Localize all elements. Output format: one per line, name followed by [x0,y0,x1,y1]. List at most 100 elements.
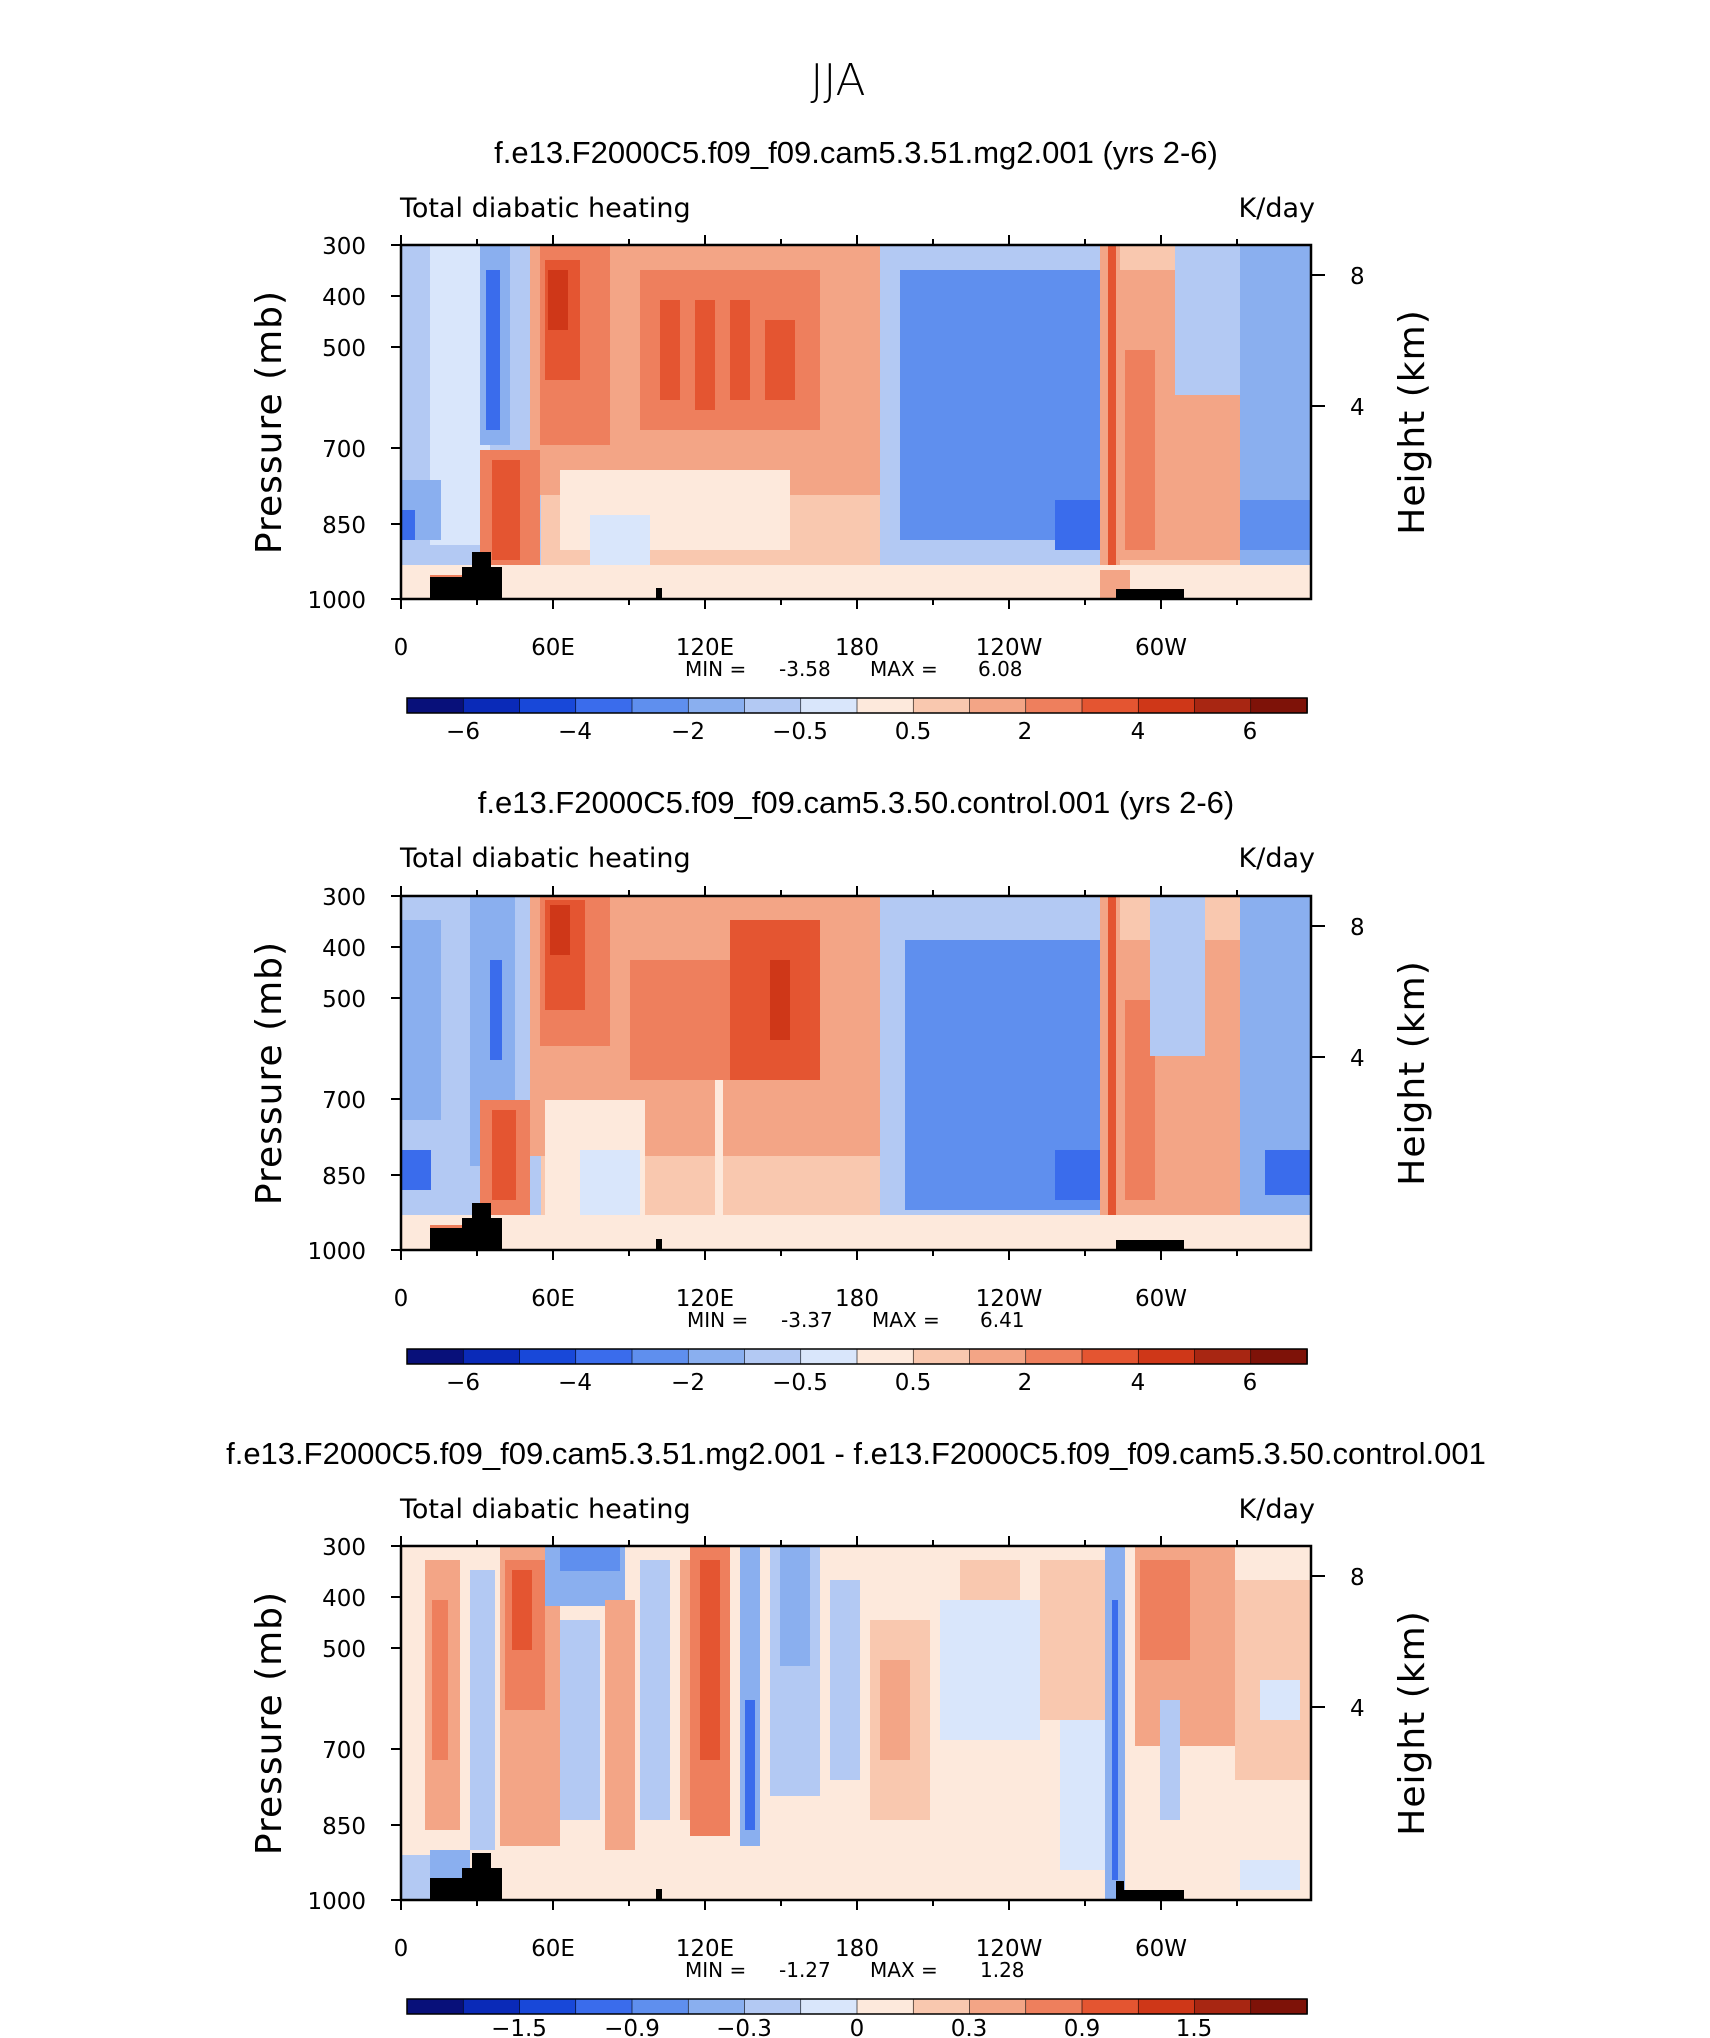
panel-1-cb-label-5: 2 [1018,719,1033,745]
panel-2-min-value: -3.37 [781,1308,833,1332]
panel-2-y2tick-0: 8 [1350,915,1365,941]
panel-1-colorbar-cell [1081,697,1140,714]
panel-3-xtick-0: 0 [394,1936,409,1962]
panel-2-y2tick-1: 4 [1350,1046,1365,1072]
panel-2-ytick-1: 400 [322,936,366,962]
panel-3-title: f.e13.F2000C5.f09_f09.cam5.3.51.mg2.001 … [226,1436,1486,1471]
panel-1-colorbar-cell [406,697,465,714]
panel-2-title: f.e13.F2000C5.f09_f09.cam5.3.50.control.… [478,785,1235,820]
panel-1-right-label: K/day [1239,193,1315,224]
panel-1-ytick-0: 300 [322,234,366,260]
panel-1: f.e13.F2000C5.f09_f09.cam5.3.51.mg2.001 … [249,135,1433,745]
panel-1-y-tick-labels: 300 400 500 700 850 1000 8 4 [307,234,1364,614]
panel-2-xtick-2: 120E [676,1286,734,1312]
panel-3-colorbar-cell [1250,1998,1308,2015]
panel-2-colorbar-cell [406,1348,465,1365]
panel-2-cb-label-4: 0.5 [895,1370,932,1396]
panel-1-field [401,245,1311,599]
panel-3-y2tick-0: 8 [1350,1565,1365,1591]
panel-2: f.e13.F2000C5.f09_f09.cam5.3.50.control.… [249,785,1433,1396]
panel-1-cb-label-4: 0.5 [895,719,932,745]
panel-1-ytick-2: 500 [322,336,366,362]
panel-2-cb-label-3: −0.5 [772,1370,828,1396]
panel-3-ytick-1: 400 [322,1586,366,1612]
panel-1-cb-label-0: −6 [446,719,480,745]
panel-1-ytick-4: 850 [322,513,366,539]
panel-3-cb-label-3: 0 [850,2016,865,2038]
panel-1-colorbar-cell [800,697,858,714]
panel-2-x-ticks [391,886,1325,1260]
panel-3-colorbar: −1.5 −0.9 −0.3 0 0.3 0.9 1.5 [406,1998,1308,2038]
panel-3-min-label: MIN = [685,1958,746,1982]
panel-1-colorbar-cell [1137,697,1196,714]
super-title: JJA [810,55,865,106]
panel-2-field [401,896,1311,1250]
panel-1-colorbar-cell [1194,697,1252,714]
panel-3-ylabel: Pressure (mb) [249,1591,290,1855]
panel-2-cb-label-2: −2 [671,1370,705,1396]
panel-2-ytick-2: 500 [322,987,366,1013]
panel-3-colorbar-cell [912,1998,971,2015]
panel-1-colorbar-cell [631,697,690,714]
panel-3-colorbar-cell [856,1998,915,2015]
panel-3-y-tick-labels: 300 400 500 700 850 1000 8 4 [307,1535,1364,1915]
panel-2-cb-label-0: −6 [446,1370,480,1396]
panel-3-ytick-3: 700 [322,1738,366,1764]
panel-3-ytick-4: 850 [322,1814,366,1840]
panel-2-colorbar-cell [1194,1348,1252,1365]
panel-2-colorbar-cell [1025,1348,1083,1365]
panel-1-xtick-1: 60E [531,635,575,661]
panel-1-xtick-4: 120W [976,635,1043,661]
panel-1-xtick-5: 60W [1135,635,1187,661]
panel-1-x-ticks [391,235,1325,609]
panel-3-xtick-1: 60E [531,1936,575,1962]
panel-1-ytick-3: 700 [322,437,366,463]
panel-2-max-value: 6.41 [980,1308,1025,1332]
panel-1-colorbar-cell [519,697,577,714]
panel-2-cb-label-6: 4 [1131,1370,1146,1396]
panel-3-min-value: -1.27 [779,1958,831,1982]
panel-2-colorbar: −6 −4 −2 −0.5 0.5 2 4 6 [406,1348,1308,1396]
panel-1-cb-label-1: −4 [558,719,592,745]
panel-1-cb-label-6: 4 [1131,719,1146,745]
panel-2-ylabel: Pressure (mb) [249,941,290,1205]
panel-2-colorbar-cell [462,1348,521,1365]
panel-2-ytick-0: 300 [322,885,366,911]
panel-1-cb-label-7: 6 [1243,719,1258,745]
panel-2-x-tick-labels: 0 60E 120E 180 120W 60W [394,1286,1187,1312]
panel-1-min-value: -3.58 [779,657,831,681]
panel-1-y2tick-1: 4 [1350,395,1365,421]
panel-1-colorbar-cell [969,697,1027,714]
panel-1-colorbar-cell [1025,697,1083,714]
panel-2-left-label: Total diabatic heating [399,843,691,874]
panel-3-colorbar-cell [519,1998,577,2015]
panel-3-ytick-2: 500 [322,1637,366,1663]
panel-3-colorbar-cell [1081,1998,1140,2015]
panel-3-colorbar-cell [744,1998,802,2015]
panel-3-colorbar-cell [687,1998,746,2015]
panel-2-max-label: MAX = [872,1308,940,1332]
panel-2-right-label: K/day [1239,843,1315,874]
panel-1-min-label: MIN = [685,657,746,681]
panel-3-field [401,1546,1311,1900]
panel-1-colorbar-cell [687,697,746,714]
panel-2-colorbar-cell [856,1348,915,1365]
panel-2-colorbar-cell [744,1348,802,1365]
panel-1-max-value: 6.08 [978,657,1023,681]
panel-2-colorbar-cell [800,1348,858,1365]
panel-2-min-label: MIN = [687,1308,748,1332]
panel-2-colorbar-cell [687,1348,746,1365]
panel-3-cb-label-1: −0.9 [604,2016,660,2038]
panel-3-ytick-5: 1000 [307,1889,366,1915]
panel-3-max-value: 1.28 [980,1958,1025,1982]
panel-1-max-label: MAX = [870,657,938,681]
panel-2-y2label: Height (km) [1392,960,1433,1185]
panel-3-y2tick-1: 4 [1350,1696,1365,1722]
panel-1-ytick-1: 400 [322,285,366,311]
panel-3-max-label: MAX = [870,1958,938,1982]
panel-3-x-ticks [391,1536,1325,1910]
panel-2-colorbar-cell [1250,1348,1308,1365]
panel-3-cb-label-5: 0.9 [1064,2016,1101,2038]
panel-1-left-label: Total diabatic heating [399,193,691,224]
